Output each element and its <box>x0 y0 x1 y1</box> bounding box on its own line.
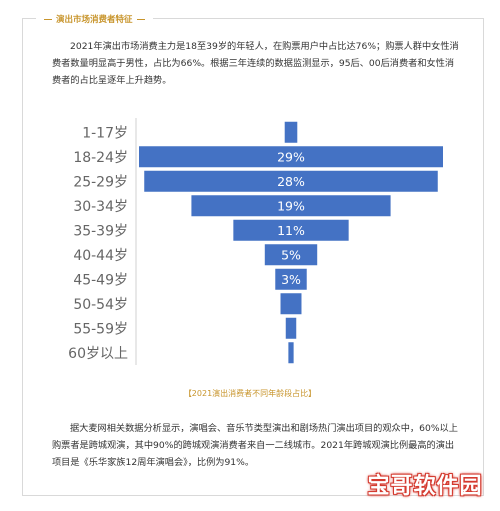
tag-dash-left <box>44 18 52 20</box>
category-label: 60岁以上 <box>68 346 128 362</box>
intro-paragraph: 2021年演出市场消费主力是18至39岁的年轻人，在购票用户中占比达76%；购票… <box>52 41 459 86</box>
bar <box>285 317 297 339</box>
bar <box>280 293 302 315</box>
data-label: 28% <box>277 174 305 189</box>
content-frame <box>22 18 484 496</box>
category-label: 35-39岁 <box>73 223 128 239</box>
category-label: 25-29岁 <box>73 174 128 190</box>
category-label: 50-54岁 <box>73 297 128 313</box>
category-label: 18-24岁 <box>73 150 128 166</box>
tag-dash-right <box>136 18 145 20</box>
category-label: 45-49岁 <box>73 272 128 288</box>
data-label: 11% <box>277 223 305 238</box>
bar <box>288 342 294 364</box>
age-distribution-chart: 1-17岁 18-24岁 29% 25-29岁 28% 30-34岁 19% 35-39岁 11… <box>68 118 443 365</box>
watermark-logo: 宝哥软件园 <box>367 474 483 499</box>
section-title: 演出市场消费者特征 <box>56 15 133 25</box>
data-label: 19% <box>277 198 305 213</box>
bar <box>233 219 349 241</box>
data-label: 5% <box>281 247 301 262</box>
bar <box>139 146 443 168</box>
section-title-tag: 演出市场消费者特征 <box>36 12 153 26</box>
bar <box>144 170 438 192</box>
bar <box>264 244 318 266</box>
bar <box>284 121 298 143</box>
category-label: 30-34岁 <box>73 199 128 215</box>
chart-caption: 【2021演出消费者不同年龄段占比】 <box>183 389 317 398</box>
bar <box>275 268 307 290</box>
category-label: 1-17岁 <box>82 125 128 141</box>
category-label: 55-59岁 <box>73 321 128 337</box>
category-label: 40-44岁 <box>73 248 128 264</box>
data-label: 3% <box>281 272 301 287</box>
closing-paragraph: 据大麦网相关数据分析显示，演唱会、音乐节类型演出和剧场热门演出项目的观众中，60… <box>52 423 458 468</box>
bar <box>191 195 391 217</box>
data-label: 29% <box>277 149 305 164</box>
